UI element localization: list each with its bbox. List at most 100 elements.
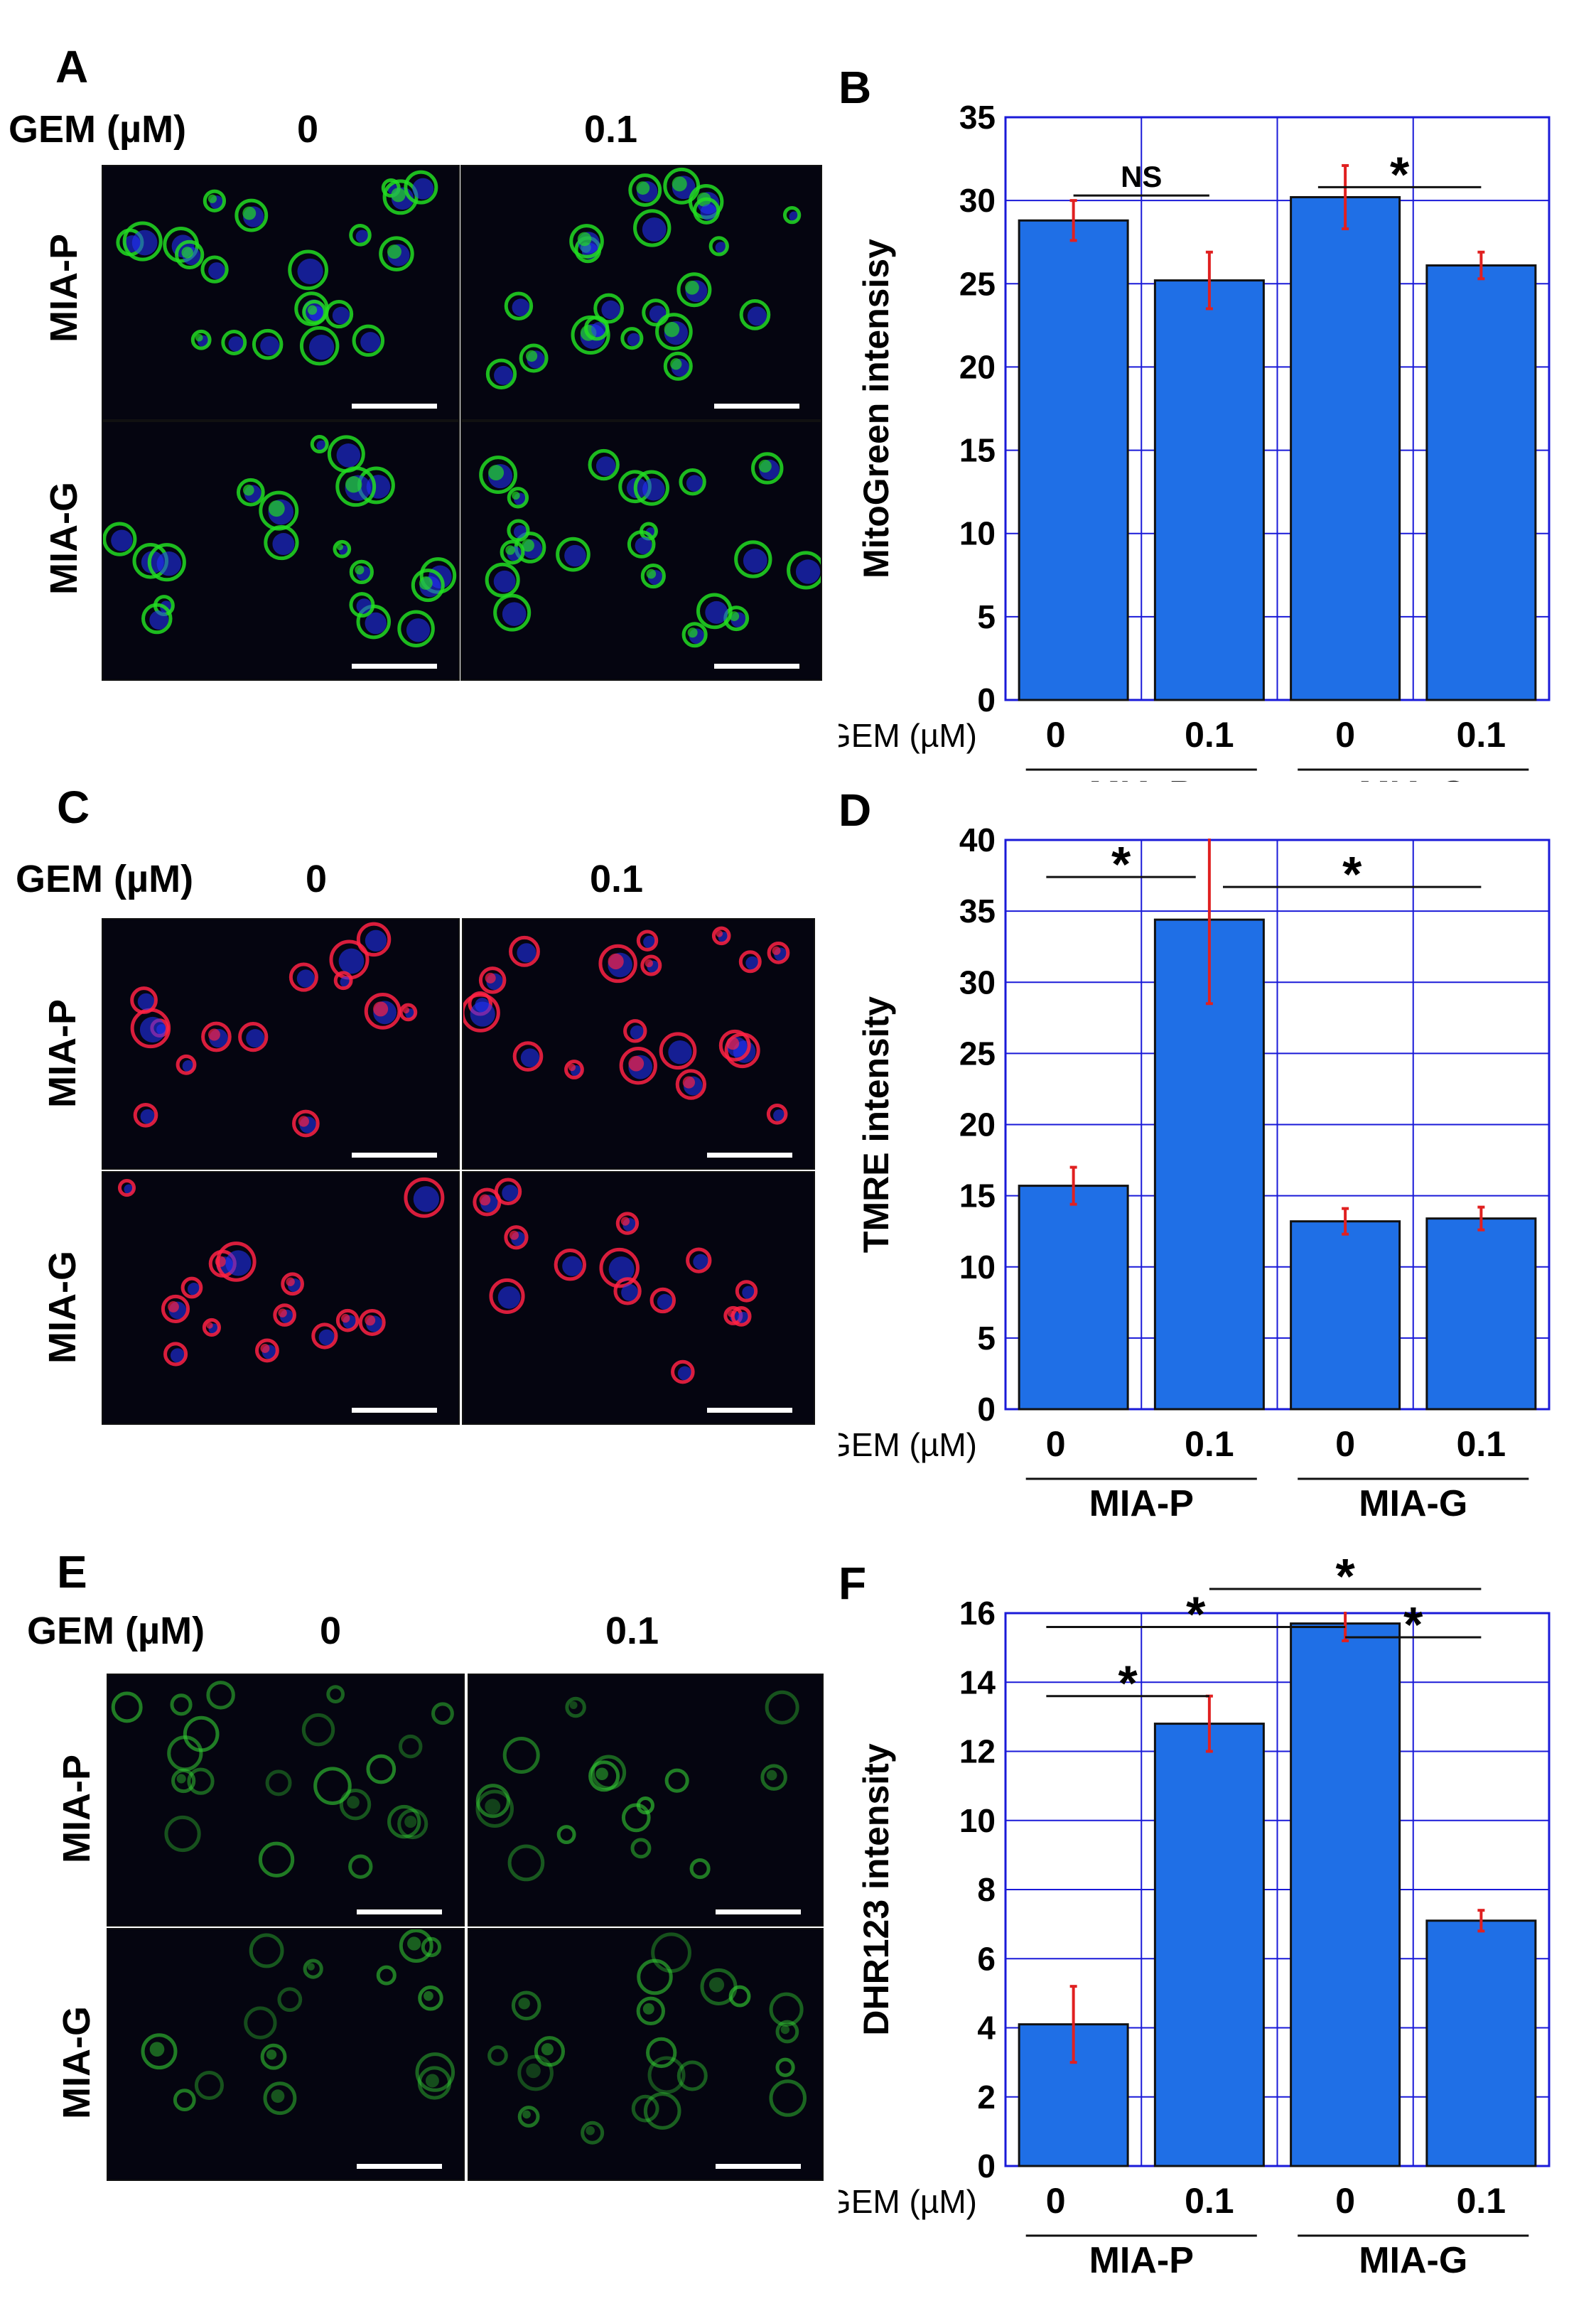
y-tick-label: 25 bbox=[959, 1035, 996, 1072]
chart-d: D 0 5 10 15 20 25 30 35 40 TMRE intensity GEM (µM) 0… bbox=[839, 782, 1596, 1535]
panel-e: E GEM (µM) 0 0.1 MIA-P MIA-G bbox=[0, 1549, 839, 2189]
conc-label-01: 0.1 bbox=[584, 108, 638, 151]
y-tick-label: 4 bbox=[977, 2010, 996, 2047]
micrograph-mia-p-0 bbox=[102, 165, 460, 421]
micrograph-image bbox=[103, 920, 458, 1168]
y-tick-label: 14 bbox=[959, 1664, 996, 1701]
significance-label: NS bbox=[1121, 160, 1162, 193]
plot-frame bbox=[1004, 1612, 1551, 2167]
row-label-mia-p: MIA-P bbox=[43, 234, 85, 343]
x-prefix-label: GEM (µM) bbox=[839, 717, 977, 754]
significance-label: * bbox=[1390, 146, 1410, 202]
bar bbox=[1153, 279, 1265, 701]
conc-label-0: 0 bbox=[297, 108, 319, 151]
bar bbox=[1290, 1622, 1401, 2167]
row-label-mia-p: MIA-P bbox=[55, 1755, 98, 1863]
micrograph-mia-g-0 bbox=[107, 1928, 465, 2181]
row-label-mia-g: MIA-G bbox=[43, 482, 85, 595]
group-label: MIA-G bbox=[1359, 1483, 1467, 1524]
significance-label: * bbox=[1342, 846, 1362, 902]
micrograph-image bbox=[469, 1929, 822, 2180]
significance-label: * bbox=[1403, 1597, 1423, 1652]
micrograph-mia-g-01 bbox=[462, 1171, 815, 1425]
scale-bar bbox=[357, 1909, 442, 1914]
bar bbox=[1425, 1919, 1537, 2167]
group-label: MIA-P bbox=[1089, 2240, 1194, 2281]
micrograph-image bbox=[462, 166, 821, 419]
conc-label-0: 0 bbox=[320, 1610, 342, 1652]
panel-c: C GEM (µM) 0 0.1 MIA-P MIA-G bbox=[0, 782, 839, 1457]
y-tick-label: 12 bbox=[959, 1733, 996, 1770]
scale-bar bbox=[714, 664, 799, 669]
y-tick-label: 10 bbox=[959, 1802, 996, 1839]
y-axis-label: TMRE intensity bbox=[856, 996, 896, 1253]
y-tick-label: 2 bbox=[977, 2079, 996, 2116]
significance-label: * bbox=[1186, 1586, 1206, 1642]
micrograph-mia-g-0 bbox=[102, 1171, 460, 1425]
x-prefix-label: GEM (µM) bbox=[839, 2183, 977, 2220]
panel-letter: E bbox=[57, 1546, 87, 1598]
micrograph-image bbox=[108, 1675, 463, 1925]
group-label: MIA-G bbox=[1359, 2240, 1467, 2281]
scale-bar bbox=[352, 1408, 437, 1413]
conc-label-01: 0.1 bbox=[605, 1610, 659, 1652]
conc-label-0: 0 bbox=[306, 858, 328, 900]
micrograph-mia-p-01 bbox=[462, 918, 815, 1170]
micrograph-mia-p-01 bbox=[468, 1674, 824, 1927]
bar bbox=[1425, 1217, 1537, 1411]
y-tick-label: 16 bbox=[959, 1595, 996, 1632]
micrograph-image bbox=[103, 166, 458, 419]
bar bbox=[1153, 1723, 1265, 2167]
y-tick-label: 8 bbox=[977, 1871, 996, 1908]
micrograph-image bbox=[103, 1173, 458, 1423]
micrograph-mia-g-01 bbox=[468, 1928, 824, 2181]
y-tick-label: 15 bbox=[959, 432, 996, 469]
x-tick-label: 0.1 bbox=[1457, 2181, 1506, 2221]
plot-frame bbox=[1004, 839, 1551, 1411]
micrograph-image bbox=[103, 422, 458, 679]
x-tick-label: 0 bbox=[1046, 2181, 1066, 2221]
panel-a: A GEM (µM) 0 0.1 MIA-P MIA-G bbox=[0, 0, 839, 711]
micrograph-image bbox=[463, 1173, 814, 1423]
panel-letter: F bbox=[839, 1558, 866, 1609]
y-axis-label: DHR123 intensity bbox=[856, 1743, 896, 2035]
scale-bar bbox=[352, 404, 437, 409]
micrograph-image bbox=[469, 1675, 822, 1925]
bar bbox=[1425, 264, 1537, 701]
row-label-mia-p: MIA-P bbox=[41, 999, 84, 1108]
micrograph-image bbox=[462, 422, 821, 679]
panel-letter: D bbox=[839, 785, 871, 836]
group-label: MIA-P bbox=[1089, 1483, 1194, 1524]
scale-bar bbox=[352, 664, 437, 669]
scale-bar bbox=[716, 2164, 801, 2169]
x-tick-label: 0.1 bbox=[1185, 1424, 1234, 1464]
scale-bar bbox=[714, 404, 799, 409]
x-tick-label: 0.1 bbox=[1457, 1424, 1506, 1464]
scale-bar bbox=[707, 1408, 792, 1413]
scale-bar bbox=[352, 1153, 437, 1158]
gem-label: GEM (µM) bbox=[9, 108, 187, 151]
scale-bar bbox=[357, 2164, 442, 2169]
panel-letter: B bbox=[839, 62, 871, 113]
x-tick-label: 0 bbox=[1335, 1424, 1355, 1464]
gem-label: GEM (µM) bbox=[27, 1610, 205, 1652]
scale-bar bbox=[716, 1909, 801, 1914]
y-tick-label: 0 bbox=[977, 2148, 996, 2184]
y-tick-label: 30 bbox=[959, 182, 996, 219]
significance-label: * bbox=[1111, 836, 1131, 892]
y-tick-label: 30 bbox=[959, 964, 996, 1001]
bar bbox=[1018, 219, 1129, 701]
significance-label: * bbox=[1118, 1656, 1138, 1711]
significance-label: * bbox=[1336, 1548, 1356, 1604]
y-tick-label: 6 bbox=[977, 1940, 996, 1977]
panel-letter: C bbox=[57, 782, 90, 833]
chart-f: F 0 2 4 6 8 10 12 14 16 DHR123 intensity GEM (µM) 0 0… bbox=[839, 1542, 1596, 2306]
x-tick-label: 0 bbox=[1335, 715, 1355, 755]
scale-bar bbox=[707, 1153, 792, 1158]
micrograph-image bbox=[463, 920, 814, 1168]
micrograph-image bbox=[108, 1929, 463, 2180]
y-tick-label: 5 bbox=[977, 1320, 996, 1357]
x-tick-label: 0.1 bbox=[1185, 2181, 1234, 2221]
y-tick-label: 35 bbox=[959, 99, 996, 136]
micrograph-mia-g-01 bbox=[460, 421, 822, 681]
